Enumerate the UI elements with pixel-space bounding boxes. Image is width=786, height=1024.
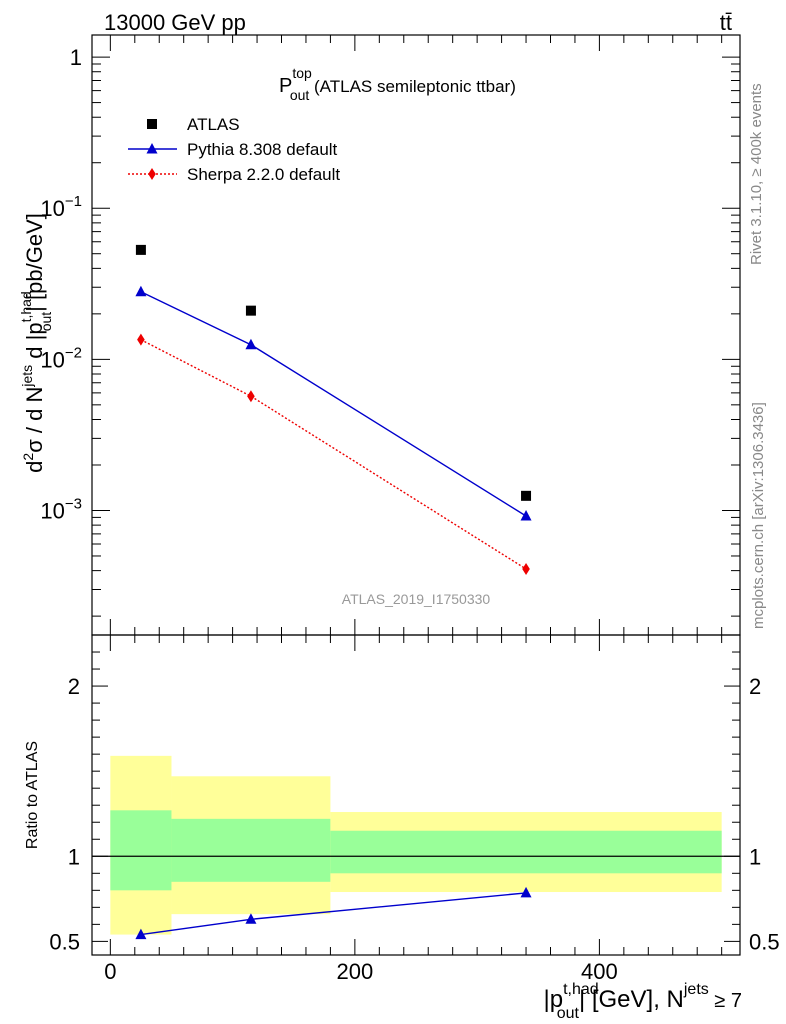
ratio-y-tick-label-left-2: 2 <box>68 674 80 699</box>
x-axis-label: |pt,had out| [GeV], Njets ≥ 7 <box>544 981 743 1022</box>
main-panel-axes: 1 10−1 10−2 10−3 <box>40 34 741 636</box>
y-tick-label-3: 10−3 <box>40 495 82 523</box>
band-stat-2 <box>330 830 722 874</box>
ratio-y-tick-label-right-1: 1 <box>749 844 761 869</box>
y-tick-label-0: 1 <box>70 45 82 70</box>
y-tick-label-2: 10−2 <box>40 344 82 372</box>
series-line-1 <box>140 291 527 517</box>
process-label: tt̄ <box>720 10 732 35</box>
legend-marker-2 <box>148 168 156 180</box>
y-tick-label-1: 10−1 <box>40 193 82 221</box>
ratio-point-0-2 <box>520 886 532 898</box>
ratio-panel-series <box>135 886 532 940</box>
legend-label-0: ATLAS <box>187 115 240 134</box>
ratio-y-axis-label: Ratio to ATLAS <box>24 741 41 849</box>
data-point-1-1 <box>245 338 257 350</box>
rivet-label: Rivet 3.1.10, ≥ 400k events <box>748 83 765 265</box>
data-point-1-2 <box>520 509 532 521</box>
chart-title-rest: (ATLAS semileptonic ttbar) <box>309 77 516 96</box>
chart-title-sup: top <box>292 65 312 81</box>
ratio-point-0-0 <box>135 928 147 940</box>
data-point-1-0 <box>135 285 147 297</box>
data-point-2-0 <box>137 333 145 346</box>
ratio-panel-axes: 0.5 0.5 1 1 2 2 0 200 400 <box>49 634 780 984</box>
data-point-0-0 <box>135 244 146 255</box>
main-panel-series <box>135 244 532 576</box>
ratio-y-tick-label-left-1: 1 <box>68 844 80 869</box>
legend-marker-1 <box>146 143 158 154</box>
band-stat-0 <box>110 810 172 891</box>
energy-label: 13000 GeV pp <box>104 10 246 35</box>
data-point-2-1 <box>247 390 255 403</box>
legend-marker-0 <box>147 119 157 129</box>
main-y-axis-label: d2σ / d Njets d |pt,had out| [pb/GeV] <box>18 213 54 473</box>
x-tick-label-0: 0 <box>104 959 116 984</box>
legend: ATLAS Pythia 8.308 default Sherpa 2.2.0 de… <box>128 115 340 184</box>
ratio-uncertainty-bands <box>110 755 722 935</box>
x-tick-label-1: 200 <box>337 959 374 984</box>
chart-title-main: P <box>279 75 292 97</box>
data-point-0-2 <box>521 490 532 501</box>
data-point-2-2 <box>522 563 530 576</box>
chart-title: Ptop out (ATLAS semileptonic ttbar) <box>279 65 516 103</box>
chart-title-sub: out <box>290 87 310 103</box>
ratio-y-tick-label-right-2: 2 <box>749 674 761 699</box>
mcplots-label: mcplots.cern.ch [arXiv:1306.3436] <box>750 402 767 629</box>
legend-label-1: Pythia 8.308 default <box>187 140 338 159</box>
analysis-watermark: ATLAS_2019_I1750330 <box>342 591 491 607</box>
ratio-plot-frame <box>91 634 741 956</box>
ratio-y-tick-label-left-0: 0.5 <box>49 929 80 954</box>
x-tick-label-2: 400 <box>581 959 618 984</box>
legend-label-2: Sherpa 2.2.0 default <box>187 165 340 184</box>
data-point-0-1 <box>245 305 256 316</box>
ratio-y-tick-label-right-0: 0.5 <box>749 929 780 954</box>
ratio-point-0-1 <box>245 913 257 924</box>
band-stat-1 <box>171 818 331 882</box>
series-line-2 <box>140 339 527 570</box>
